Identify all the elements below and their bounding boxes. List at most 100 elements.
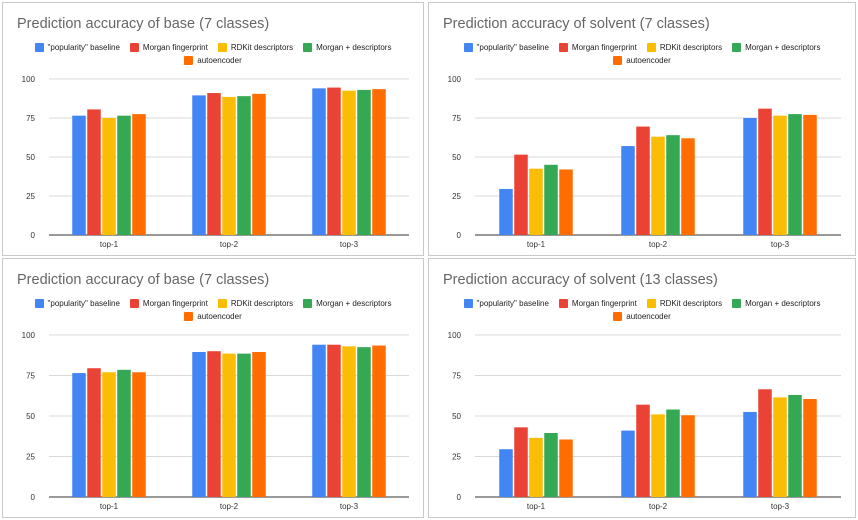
x-tick-label: top-2 — [220, 502, 239, 511]
bar — [192, 352, 206, 497]
x-tick-label: top-2 — [649, 502, 668, 511]
bar — [636, 126, 650, 235]
chart-legend: "popularity" baseline Morgan fingerprint R… — [3, 299, 423, 325]
legend-item: Morgan + descriptors — [732, 43, 820, 52]
bar — [803, 114, 817, 235]
bar — [514, 427, 528, 497]
legend-swatch — [217, 43, 227, 52]
legend-item: "popularity" baseline — [463, 299, 549, 308]
y-tick-label: 50 — [26, 153, 35, 162]
legend-item: RDKit descriptors — [646, 43, 723, 52]
legend-label: RDKit descriptors — [659, 43, 723, 52]
bar — [621, 146, 635, 235]
bar — [357, 89, 371, 235]
legend-item: RDKit descriptors — [646, 299, 723, 308]
chart-legend: "popularity" baseline Morgan fingerprint R… — [3, 43, 423, 69]
bar — [758, 389, 772, 497]
bar — [773, 115, 787, 235]
bar — [529, 437, 543, 497]
bar — [222, 96, 236, 235]
legend-swatch — [558, 43, 568, 52]
bar — [237, 96, 251, 235]
bar — [559, 439, 573, 497]
x-tick-label: top-3 — [340, 502, 359, 511]
bar — [681, 415, 695, 497]
bar — [788, 114, 802, 235]
x-tick-label: top-1 — [100, 240, 119, 249]
bar — [207, 351, 221, 497]
bar — [237, 353, 251, 497]
bar — [803, 398, 817, 497]
bar — [132, 372, 146, 497]
bar — [788, 394, 802, 497]
bar — [132, 114, 146, 235]
bar — [372, 345, 386, 497]
bar — [342, 90, 356, 235]
legend-label: Morgan fingerprint — [142, 299, 208, 308]
legend-item: autoencoder — [184, 312, 242, 321]
bar — [636, 404, 650, 497]
y-tick-label: 100 — [448, 331, 462, 340]
legend-item: RDKit descriptors — [217, 43, 294, 52]
legend-label: Morgan + descriptors — [745, 43, 821, 52]
bar — [342, 346, 356, 497]
chart-panel: Prediction accuracy of base (7 classes) "… — [2, 258, 424, 518]
legend-label: "popularity" baseline — [47, 43, 120, 52]
legend-item: autoencoder — [613, 312, 671, 321]
legend-label: Morgan + descriptors — [316, 299, 392, 308]
y-tick-label: 75 — [452, 114, 461, 123]
bar — [312, 88, 326, 235]
legend-swatch — [646, 43, 656, 52]
y-tick-label: 0 — [31, 231, 36, 240]
bar — [666, 409, 680, 497]
bar — [758, 108, 772, 235]
y-tick-label: 100 — [22, 331, 36, 340]
chart-plot: 0 25 50 75 100 top-1 top-2 top-3 — [448, 75, 841, 249]
y-tick-label: 0 — [31, 493, 36, 502]
bar — [514, 154, 528, 235]
legend-label: Morgan fingerprint — [571, 299, 637, 308]
legend-item: "popularity" baseline — [34, 43, 120, 52]
y-tick-label: 100 — [22, 75, 36, 84]
chart-panel: Prediction accuracy of solvent (7 classe… — [428, 2, 856, 256]
legend-swatch — [217, 299, 227, 308]
bar — [252, 93, 266, 235]
bar — [117, 115, 131, 235]
legend-label: RDKit descriptors — [659, 299, 723, 308]
legend-label: RDKit descriptors — [230, 43, 294, 52]
chart-legend: "popularity" baseline Morgan fingerprint R… — [429, 43, 855, 69]
bar — [192, 95, 206, 235]
bar — [372, 89, 386, 235]
legend-label: Morgan + descriptors — [316, 43, 392, 52]
chart-plot: 0 25 50 75 100 top-1 top-2 top-3 — [22, 331, 409, 511]
legend-swatch — [129, 299, 139, 308]
bar — [327, 87, 341, 235]
y-tick-label: 25 — [452, 192, 461, 201]
y-tick-label: 25 — [26, 453, 35, 462]
legend-swatch — [732, 299, 742, 308]
bar — [87, 368, 101, 497]
x-tick-label: top-2 — [649, 240, 668, 249]
legend-item: Morgan fingerprint — [129, 43, 208, 52]
legend-swatch — [184, 56, 194, 65]
y-tick-label: 100 — [448, 75, 462, 84]
x-tick-label: top-3 — [340, 240, 359, 249]
bar — [743, 411, 757, 497]
y-tick-label: 0 — [457, 231, 462, 240]
legend-item: autoencoder — [613, 56, 671, 65]
bar — [72, 115, 86, 235]
bar — [102, 372, 116, 497]
x-tick-label: top-2 — [220, 240, 239, 249]
legend-item: Morgan fingerprint — [129, 299, 208, 308]
legend-swatch — [646, 299, 656, 308]
bar — [499, 188, 513, 235]
legend-item: "popularity" baseline — [463, 43, 549, 52]
legend-label: Morgan + descriptors — [745, 299, 821, 308]
bar — [651, 414, 665, 497]
bar — [357, 347, 371, 497]
legend-label: "popularity" baseline — [476, 43, 549, 52]
y-tick-label: 50 — [26, 412, 35, 421]
legend-swatch — [34, 299, 44, 308]
bar — [327, 344, 341, 497]
bar — [102, 118, 116, 235]
